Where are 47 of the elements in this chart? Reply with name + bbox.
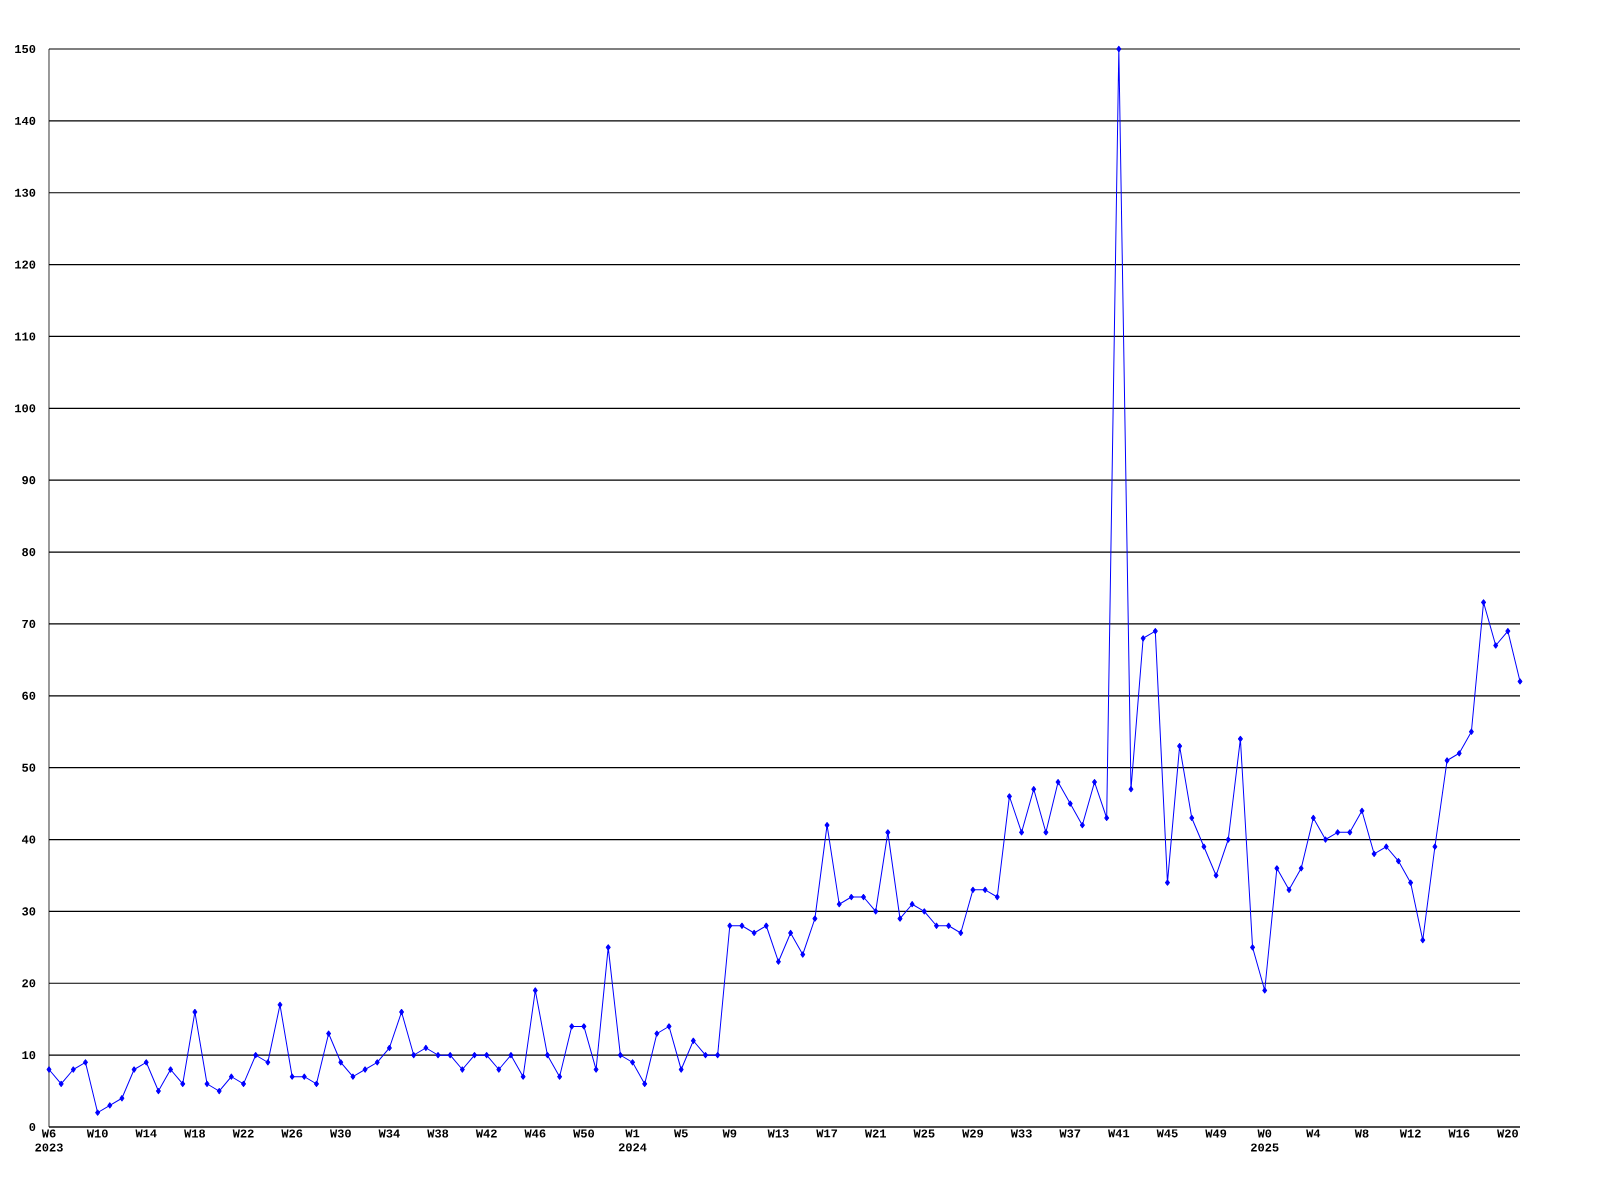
y-tick-label: 10: [22, 1051, 36, 1060]
y-tick-label: 80: [22, 547, 36, 557]
y-tick-label: 50: [22, 763, 36, 772]
x-tick-label: W20: [1497, 1129, 1518, 1138]
x-tick-label: W4: [1306, 1129, 1321, 1138]
x-tick-label: W25: [913, 1129, 935, 1138]
x-tick-label: W14: [135, 1129, 157, 1138]
x-tick-label: W45: [1156, 1129, 1178, 1138]
x-tick-label: W6 2023: [35, 1129, 63, 1152]
y-tick-label: 30: [22, 907, 36, 916]
y-tick-label: 40: [21, 835, 36, 844]
x-tick-label: W9: [722, 1129, 737, 1138]
x-tick-label: W49: [1205, 1129, 1227, 1138]
y-tick-label: 130: [15, 188, 36, 197]
y-tick-label: 150: [15, 44, 36, 54]
x-tick-label: W17: [816, 1129, 838, 1138]
x-tick-label: W33: [1010, 1129, 1032, 1138]
y-tick-label: 60: [22, 691, 36, 700]
x-tick-label: W38: [427, 1129, 449, 1138]
x-tick-label: W0 2025: [1251, 1129, 1279, 1152]
y-tick-label: 140: [15, 116, 36, 125]
x-tick-label: W34: [378, 1129, 400, 1138]
x-tick-label: W46: [524, 1129, 546, 1138]
x-tick-label: W37: [1059, 1129, 1081, 1138]
x-tick-label: W10: [86, 1129, 108, 1138]
x-tick-label: W12: [1399, 1129, 1421, 1138]
x-tick-label: W13: [767, 1129, 789, 1138]
y-tick-label: 90: [22, 476, 36, 485]
x-tick-label: W22: [232, 1129, 254, 1138]
x-tick-label: W41: [1108, 1129, 1130, 1138]
x-tick-label: W8: [1354, 1129, 1369, 1138]
x-tick-label: W1 2024: [618, 1129, 647, 1152]
x-tick-label: W42: [475, 1129, 497, 1138]
x-tick-label: W29: [962, 1129, 984, 1138]
x-tick-label: W21: [864, 1129, 886, 1138]
y-tick-label: 120: [15, 260, 36, 269]
x-tick-label: W16: [1448, 1129, 1470, 1138]
y-tick-label: 20: [22, 979, 36, 988]
x-tick-label: W26: [281, 1129, 303, 1138]
x-tick-label: W30: [329, 1129, 351, 1138]
x-tick-label: W18: [184, 1129, 206, 1138]
y-tick-label: 110: [15, 332, 36, 341]
x-tick-label: W50: [573, 1129, 595, 1138]
y-tick-label: 0: [29, 1122, 36, 1132]
x-tick-label: W5: [673, 1129, 688, 1138]
y-tick-label: 100: [15, 404, 36, 413]
y-tick-label: 70: [22, 619, 36, 629]
